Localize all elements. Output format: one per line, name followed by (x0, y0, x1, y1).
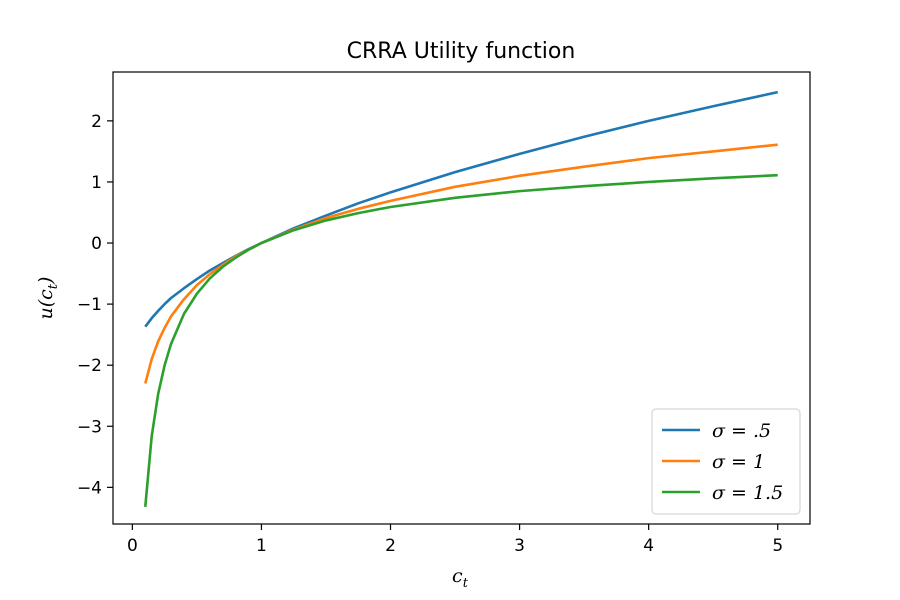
legend-box (651, 408, 801, 515)
x-axis-label-sub: t (463, 576, 469, 591)
legend-label-1: σ = .5 (712, 420, 771, 442)
legend-label-2: σ = 1 (712, 451, 765, 473)
chart-title: CRRA Utility function (347, 39, 576, 64)
y-tick-label: −1 (77, 295, 102, 315)
y-tick-label: −4 (77, 478, 102, 498)
x-tick-label: 5 (772, 536, 783, 556)
x-tick-label: 3 (514, 536, 525, 556)
y-tick-label: 0 (91, 234, 102, 254)
x-tick-label: 4 (643, 536, 654, 556)
x-tick-label: 0 (127, 536, 138, 556)
y-axis-label-close: ) (35, 277, 57, 285)
y-axis-label-main: u(c (35, 289, 57, 320)
x-axis-label: ct (452, 565, 469, 591)
series-line-1 (144, 90, 779, 328)
legend: σ = .5 σ = 1 σ = 1.5 (651, 408, 801, 515)
legend-label-3: σ = 1.5 (712, 482, 783, 504)
plot-area (143, 90, 779, 508)
axes: 0 1 2 3 4 5 −4 −3 −2 −1 0 1 2 (77, 71, 811, 556)
axes-frame (112, 71, 811, 525)
x-tick-label: 2 (385, 536, 396, 556)
y-axis-label-sub: t (46, 283, 61, 289)
x-tick-label: 1 (256, 536, 267, 556)
y-tick-label: −2 (77, 356, 102, 376)
x-axis-label-main: c (452, 565, 463, 587)
y-axis-label: u(ct) (35, 277, 61, 320)
series-line-3 (143, 173, 778, 508)
y-tick-label: −3 (77, 417, 102, 437)
y-tick-label: 1 (91, 173, 102, 193)
y-tick-label: 2 (91, 112, 102, 132)
